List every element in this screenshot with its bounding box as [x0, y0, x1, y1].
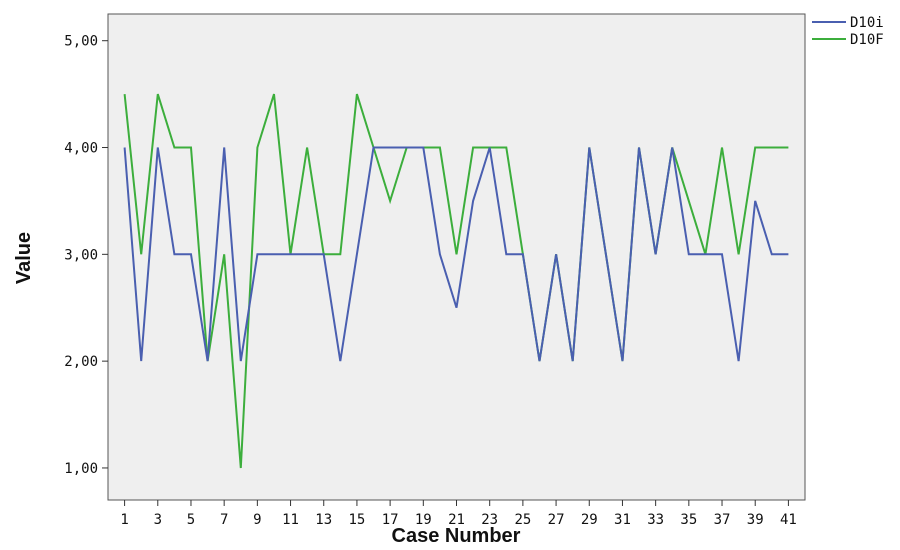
x-tick-label: 25 [514, 512, 531, 528]
x-tick-label: 3 [154, 512, 162, 528]
x-tick-label: 33 [647, 512, 664, 528]
y-axis-title: Value [13, 232, 35, 284]
plot-area [107, 13, 806, 501]
x-tick-label: 13 [315, 512, 332, 528]
y-tick-label: 2,00 [64, 354, 98, 370]
x-tick-label: 21 [448, 512, 465, 528]
y-tick-label: 1,00 [64, 461, 98, 477]
x-tick-label: 17 [382, 512, 399, 528]
legend-label-d10f: D10F [850, 32, 884, 48]
x-tick-label: 39 [747, 512, 764, 528]
y-tick-label: 3,00 [64, 247, 98, 263]
x-axis-title: Case Number [392, 525, 521, 547]
x-tick-label: 29 [581, 512, 598, 528]
series-line-d10f [123, 93, 789, 469]
x-tick-label: 31 [614, 512, 631, 528]
series-line-d10i [123, 146, 789, 362]
x-tick-label: 15 [348, 512, 365, 528]
y-axis: 1,00 2,00 3,00 4,00 5,00 [64, 34, 108, 477]
x-tick-label: 7 [220, 512, 228, 528]
legend-label-d10i: D10i [850, 15, 884, 31]
x-tick-label: 5 [187, 512, 195, 528]
x-axis: 1 3 5 7 9 11 13 15 17 19 21 23 25 27 29 31 33 35 37 39 41 [120, 500, 797, 528]
y-tick-label: 5,00 [64, 34, 98, 50]
x-tick-label: 19 [415, 512, 432, 528]
x-tick-label: 27 [548, 512, 565, 528]
x-tick-label: 1 [120, 512, 128, 528]
x-tick-label: 41 [780, 512, 797, 528]
y-tick-label: 4,00 [64, 141, 98, 157]
x-tick-label: 11 [282, 512, 299, 528]
x-tick-label: 35 [680, 512, 697, 528]
x-tick-label: 37 [714, 512, 731, 528]
x-tick-label: 9 [253, 512, 261, 528]
x-tick-label: 23 [481, 512, 498, 528]
series-layer [123, 93, 789, 469]
